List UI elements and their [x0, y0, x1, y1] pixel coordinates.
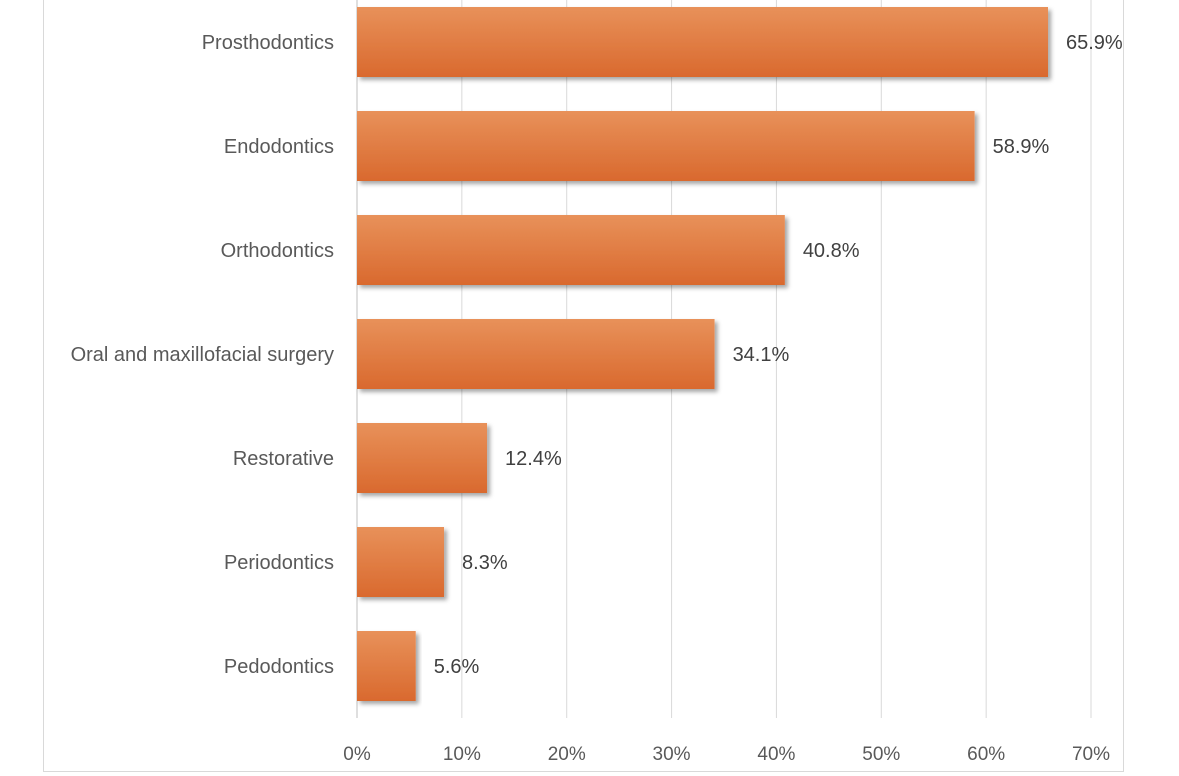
data-label: 5.6% [434, 656, 480, 678]
x-tick-label: 30% [653, 744, 691, 765]
x-tick-label: 20% [548, 744, 586, 765]
x-tick-label: 70% [1072, 744, 1110, 765]
data-label: 34.1% [733, 344, 790, 366]
bar-orthodontics [357, 215, 785, 285]
bar-prosthodontics [357, 7, 1049, 77]
bar-oral-and-maxillofacial-surgery [357, 319, 715, 389]
labels: 0% 10% 20% 30% 40% 50% 60% 70% Prosthodontics 65.… [71, 32, 1123, 765]
x-tick-label: 40% [757, 744, 795, 765]
data-label: 40.8% [803, 240, 860, 262]
chart-frame [43, 0, 1124, 772]
category-label: Prosthodontics [202, 32, 334, 54]
category-label: Endodontics [224, 136, 334, 158]
x-tick-label: 0% [343, 744, 371, 765]
data-label: 12.4% [505, 448, 562, 470]
category-label: Orthodontics [221, 240, 334, 262]
x-tick-label: 50% [862, 744, 900, 765]
category-label: Pedodontics [224, 656, 334, 678]
data-label: 8.3% [462, 552, 508, 574]
bars [357, 7, 1049, 701]
x-tick-label: 10% [443, 744, 481, 765]
bar-restorative [357, 423, 488, 493]
data-label: 58.9% [993, 136, 1050, 158]
bar-endodontics [357, 111, 975, 181]
category-label: Oral and maxillofacial surgery [71, 344, 334, 366]
bar-periodontics [357, 527, 445, 597]
data-label: 65.9% [1066, 32, 1123, 54]
bar-pedodontics [357, 631, 416, 701]
category-label: Periodontics [224, 552, 334, 574]
category-label: Restorative [233, 448, 334, 470]
x-tick-label: 60% [967, 744, 1005, 765]
